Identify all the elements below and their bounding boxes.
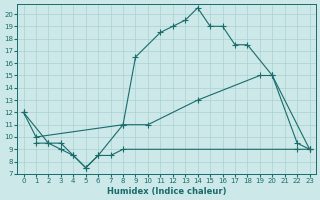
X-axis label: Humidex (Indice chaleur): Humidex (Indice chaleur) bbox=[107, 187, 226, 196]
